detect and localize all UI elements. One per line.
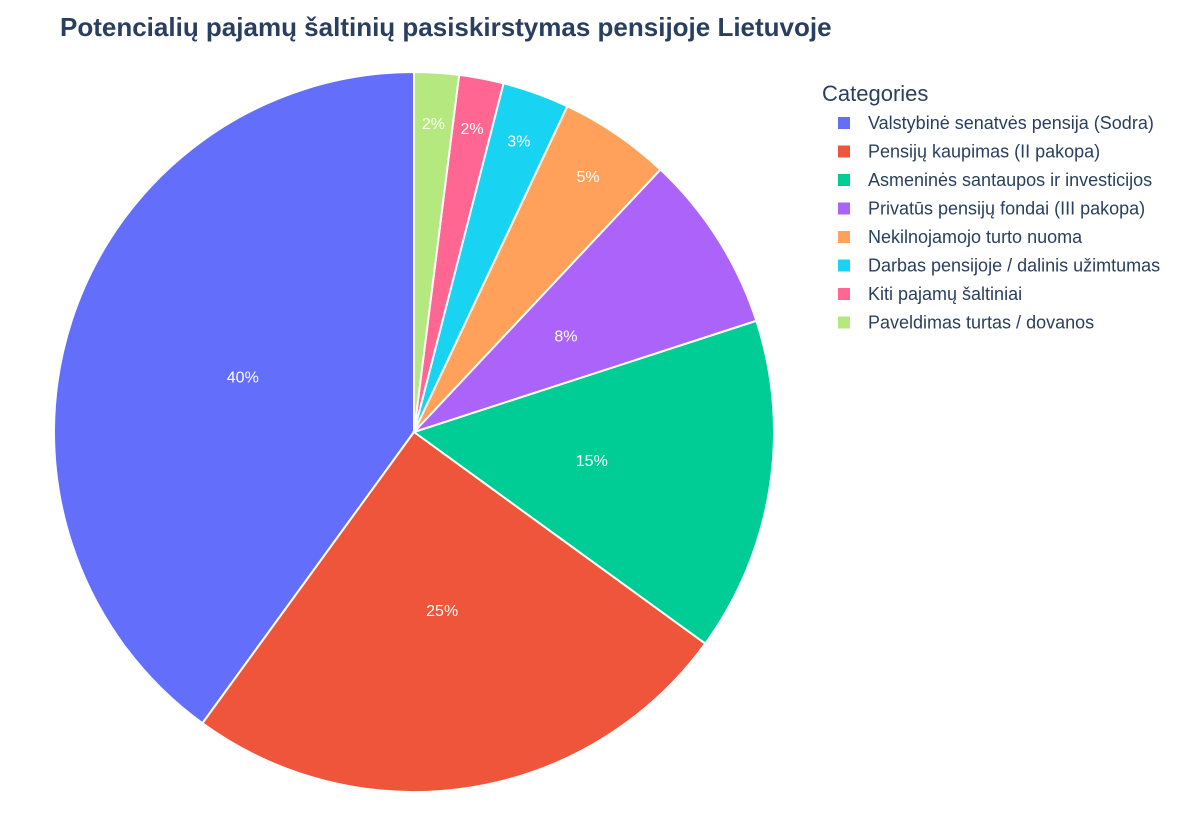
pie-slice: [411, 319, 775, 646]
legend-item[interactable]: Asmeninės santaupos ir investicijos: [838, 170, 1152, 190]
pie-slice: [413, 70, 461, 433]
pie-slice-label: 3%: [507, 134, 530, 151]
chart-title: Potencialių pajamų šaltinių pasiskirstym…: [60, 12, 832, 42]
pie-slice: [53, 70, 415, 725]
pie-slice-label: 25%: [426, 603, 458, 620]
legend-swatch: [838, 259, 850, 272]
legend-swatch: [838, 174, 850, 186]
pie-slice-label: 40%: [227, 369, 259, 386]
legend-label: Valstybinė senatvės pensija (Sodra): [868, 113, 1154, 133]
legend-item[interactable]: Privatūs pensijų fondai (III pakopa): [838, 199, 1145, 219]
pie-slice-label: 2%: [422, 116, 445, 133]
legend-item[interactable]: Kiti pajamų šaltiniai: [838, 284, 1022, 304]
legend-item[interactable]: Pensijų kaupimas (II pakopa): [838, 142, 1100, 162]
pie-slice-labels: 40% 25% 15% 8% 5% 3% 2% 2%: [227, 116, 608, 620]
pie-slice: [200, 430, 707, 793]
legend-label: Paveldimas turtas / dovanos: [868, 313, 1094, 333]
legend-label: Kiti pajamų šaltiniai: [868, 284, 1022, 304]
pie-slices: [53, 70, 775, 793]
legend-swatch: [838, 316, 850, 329]
pie-slice: [413, 168, 758, 433]
legend-item[interactable]: Paveldimas turtas / dovanos: [838, 313, 1094, 333]
legend-swatch: [838, 202, 850, 215]
legend: Categories Valstybinė senatvės pensija (…: [822, 81, 1160, 333]
legend-label: Nekilnojamojo turto nuoma: [868, 227, 1083, 247]
legend-item[interactable]: Valstybinė senatvės pensija (Sodra): [838, 113, 1154, 133]
pie-slice-label: 8%: [554, 329, 577, 346]
pie-slice-label: 2%: [460, 121, 483, 138]
legend-title: Categories: [822, 81, 928, 106]
legend-label: Pensijų kaupimas (II pakopa): [868, 142, 1100, 162]
legend-label: Darbas pensijoje / dalinis užimtumas: [868, 256, 1160, 276]
pie-slice-label: 15%: [576, 453, 608, 470]
legend-swatch: [838, 231, 850, 243]
pie-slice-label: 5%: [576, 169, 599, 186]
legend-swatch: [838, 288, 850, 300]
legend-label: Privatūs pensijų fondai (III pakopa): [868, 199, 1145, 219]
legend-item[interactable]: Darbas pensijoje / dalinis užimtumas: [838, 256, 1160, 276]
legend-swatch: [838, 145, 850, 158]
legend-item[interactable]: Nekilnojamojo turto nuoma: [838, 227, 1083, 247]
legend-label: Asmeninės santaupos ir investicijos: [868, 170, 1152, 190]
legend-swatch: [838, 117, 850, 129]
